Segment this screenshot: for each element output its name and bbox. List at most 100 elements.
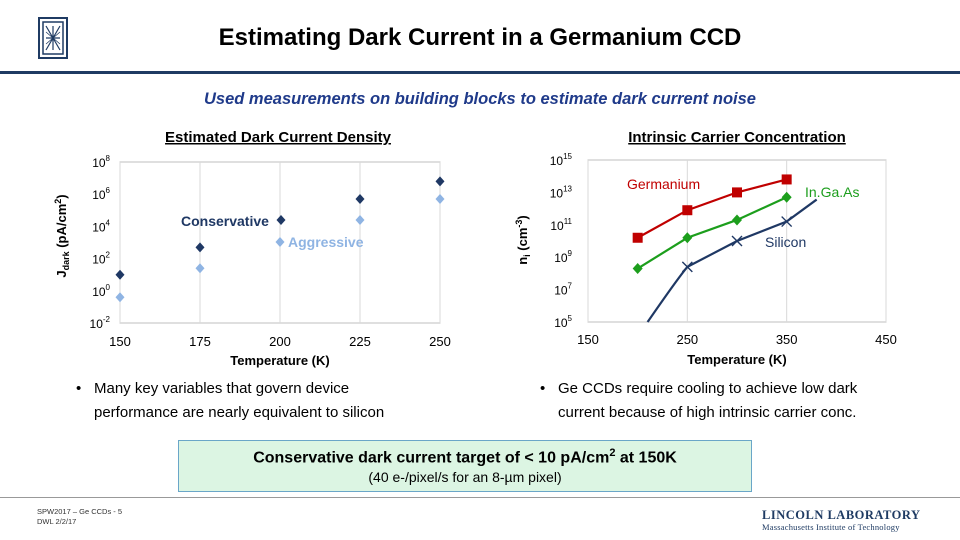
right-point-germanium-0	[632, 232, 643, 243]
right-bullet-line1: Ge CCDs require cooling to achieve low d…	[558, 380, 858, 397]
right-point-ingaas-2	[732, 214, 742, 226]
target-statement: Conservative dark current target of < 10…	[179, 447, 751, 467]
right-point-ingaas-1	[682, 232, 693, 244]
left-chart-xlabel: Temperature (K)	[230, 353, 329, 368]
right-bullet-line2: current because of high intrinsic carrie…	[558, 404, 857, 421]
right-ytick-2: 1011	[550, 217, 572, 233]
left-ytick-base: 10	[92, 285, 106, 299]
right-ytick-exp: 9	[568, 249, 573, 258]
aggressive-legend-marker	[275, 237, 285, 247]
slide-title: Estimating Dark Current in a Germanium C…	[218, 24, 742, 51]
right-ytick-base: 10	[550, 186, 564, 200]
left-xtick-2: 200	[269, 334, 291, 349]
footer-line2: DWL 2/2/17	[37, 517, 77, 526]
left-ytick-2: 104	[92, 218, 110, 234]
right-ylabel-close: )	[515, 215, 530, 219]
left-point-conservative-3	[435, 176, 445, 187]
left-point-conservative-1	[195, 242, 205, 253]
right-xtick-3: 450	[875, 332, 897, 347]
right-point-silicon-1	[731, 235, 743, 247]
left-ytick-exp: 0	[106, 283, 111, 292]
left-point-aggressive-3	[435, 194, 445, 205]
left-xtick-3: 225	[349, 334, 371, 349]
right-ylabel-sup: -3	[514, 220, 524, 228]
right-ytick-exp: 13	[563, 184, 572, 193]
right-point-silicon-0	[681, 261, 693, 273]
conservative-legend-marker	[276, 215, 286, 225]
left-ytick-4: 100	[92, 283, 110, 299]
left-ylabel-units: (pA/cm	[54, 204, 69, 252]
right-ytick-exp: 5	[568, 314, 573, 323]
right-chart-title: Intrinsic Carrier Concentration	[628, 129, 846, 146]
footer-line1: SPW2017 – Ge CCDs - 5	[37, 507, 123, 516]
left-ytick-exp: 2	[106, 251, 111, 260]
left-ytick-base: 10	[92, 220, 106, 234]
target-detail: (40 e-/pixel/s for an 8-µm pixel)	[368, 469, 562, 485]
right-xtick-0: 150	[577, 332, 599, 347]
left-ylabel-close: )	[54, 194, 69, 198]
left-point-conservative-2	[355, 194, 365, 205]
left-point-aggressive-1	[195, 263, 205, 274]
right-point-ingaas-3	[781, 191, 792, 203]
right-point-germanium-3	[781, 174, 792, 185]
left-ytick-5: 10-2	[90, 315, 111, 331]
right-ytick-3: 109	[554, 249, 572, 265]
slide-subtitle: Used measurements on building blocks to …	[204, 90, 756, 108]
right-ytick-base: 10	[554, 251, 568, 265]
left-xtick-4: 250	[429, 334, 451, 349]
left-point-aggressive-0	[115, 292, 125, 303]
left-bullet: • Many key variables that govern device …	[76, 378, 476, 422]
left-ytick-base: 10	[92, 188, 106, 202]
right-bullet-dot: •	[540, 380, 546, 397]
left-bullet-dot: •	[76, 380, 82, 397]
right-ytick-base: 10	[554, 316, 568, 330]
mit-wordmark: Massachusetts Institute of Technology	[762, 522, 900, 532]
footer-info: SPW2017 – Ge CCDs - 5 DWL 2/2/17	[37, 507, 122, 527]
right-point-silicon-2	[781, 216, 793, 228]
right-ylabel-units: (cm	[515, 228, 530, 255]
target-main-sup: 2	[609, 447, 616, 459]
dark-current-chart: Estimated Dark Current Density 108106104…	[53, 129, 451, 368]
lincoln-lab-wordmark: LINCOLN LABORATORY	[762, 508, 921, 522]
right-point-germanium-1	[682, 205, 693, 216]
right-ytick-1: 1013	[550, 184, 573, 200]
right-chart-ylabel: ni (cm-3)	[514, 215, 532, 265]
right-ytick-base: 10	[554, 284, 568, 298]
right-ytick-4: 107	[554, 282, 572, 298]
left-xtick-0: 150	[109, 334, 131, 349]
right-bullet: • Ge CCDs require cooling to achieve low…	[540, 378, 940, 422]
left-ylabel-sub: dark	[61, 250, 71, 270]
carrier-concentration-chart: Intrinsic Carrier Concentration 10151013…	[514, 129, 897, 367]
left-point-aggressive-2	[355, 214, 365, 225]
right-ylabel-main: n	[515, 257, 530, 265]
left-bullet-line2: performance are nearly equivalent to sil…	[94, 404, 385, 421]
target-main-post: at 150K	[615, 449, 677, 467]
right-ytick-base: 10	[550, 154, 564, 168]
right-line-germanium	[637, 178, 787, 239]
left-ylabel-main: J	[54, 270, 69, 277]
left-xtick-1: 175	[189, 334, 211, 349]
right-xtick-1: 250	[676, 332, 698, 347]
right-ytick-exp: 11	[564, 217, 573, 226]
right-ytick-0: 1015	[550, 152, 573, 168]
right-ytick-5: 105	[554, 314, 572, 330]
lab-logo-icon	[38, 17, 68, 59]
right-ytick-base: 10	[550, 219, 564, 233]
title-underline	[0, 71, 960, 74]
right-chart-xlabel: Temperature (K)	[687, 352, 786, 367]
right-xtick-2: 350	[776, 332, 798, 347]
left-ytick-base: 10	[92, 156, 106, 170]
left-ytick-base: 10	[90, 317, 104, 331]
footer-rule	[0, 497, 960, 498]
right-ytick-exp: 15	[563, 152, 572, 161]
conservative-label: Conservative	[181, 213, 269, 229]
left-ytick-exp: 4	[106, 218, 111, 227]
ingaas-label: In.Ga.As	[805, 184, 859, 200]
target-main-pre: Conservative dark current target of < 10…	[253, 449, 610, 467]
left-ytick-exp: 8	[106, 154, 111, 163]
right-line-silicon	[646, 198, 818, 323]
left-ytick-exp: 6	[106, 186, 111, 195]
germanium-label: Germanium	[627, 176, 700, 192]
left-point-conservative-0	[115, 269, 125, 280]
right-line-ingaas	[637, 196, 788, 270]
